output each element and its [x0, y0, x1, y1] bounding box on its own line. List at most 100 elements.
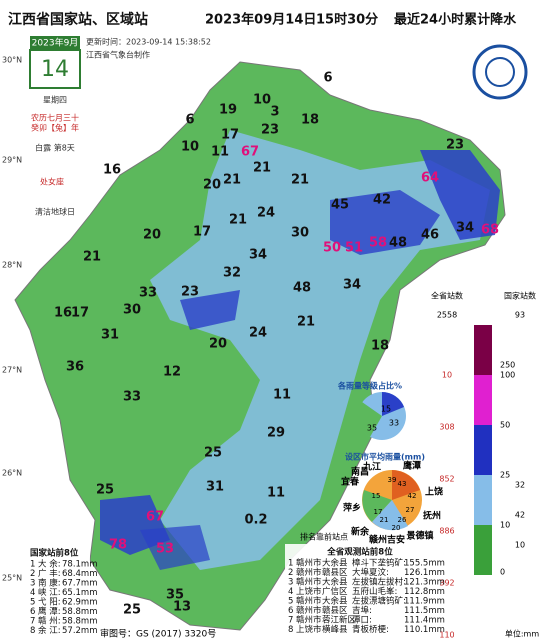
weekday: 星期四: [43, 96, 67, 105]
table-cell: 赣州市: [296, 567, 322, 578]
table-cell: 鹰 潭:: [38, 606, 61, 617]
station-value: 48: [293, 281, 311, 296]
table-cell: 7: [30, 617, 35, 627]
logo: [485, 57, 515, 87]
legend-threshold: 50: [500, 421, 510, 430]
station-value: 25: [96, 483, 114, 498]
table-cell: 58.8mm: [62, 607, 98, 617]
table-cell: 111.4mm: [404, 616, 445, 626]
pie-city: 景德镇: [406, 530, 433, 542]
calendar-day: 14: [41, 57, 69, 82]
station-value: 34: [249, 248, 267, 263]
table-cell: 4: [30, 588, 35, 598]
station-value: 20: [209, 337, 227, 352]
pie-city: 鹰潭: [403, 460, 421, 472]
festival: 清洁地球日: [35, 207, 75, 217]
legend-head: 全省站数: [431, 291, 463, 301]
table-cell: 吉埠:: [352, 605, 372, 616]
table-cell: 广信区: [322, 586, 348, 597]
station-value: 11: [211, 145, 229, 160]
station-value: 21: [297, 315, 315, 330]
station-value: 33: [123, 390, 141, 405]
pie-slice: [392, 470, 420, 500]
station-value: 31: [206, 480, 224, 495]
lunar-year: 癸卯【兔】年: [31, 123, 79, 133]
station-value: 21: [223, 173, 241, 188]
pie-city: 抚州: [423, 510, 441, 522]
latitude: 25°N: [2, 574, 22, 583]
pie-value: 35: [367, 424, 377, 433]
station-value: 21: [229, 213, 247, 228]
table-cell: 121.3mm: [404, 578, 445, 588]
pie-city: 九江: [362, 461, 381, 473]
pie-city: 上饶: [425, 486, 443, 498]
pie-slice: [382, 392, 404, 416]
legend-count: 852: [439, 475, 454, 484]
pie-city: 宜春: [341, 476, 360, 488]
legend-threshold: 10: [500, 521, 510, 530]
table-cell: 67.7mm: [62, 579, 98, 589]
heavy-rain: [140, 525, 210, 570]
table-cell: 赣州市: [296, 615, 322, 626]
station-value: 30: [291, 226, 309, 241]
pie-value: 15: [372, 492, 381, 500]
table-cell: 4: [288, 587, 293, 597]
station-value: 11: [267, 486, 285, 501]
table-cell: 大 余:: [38, 559, 61, 570]
legend-count: 10: [515, 541, 525, 550]
pie-value: 21: [380, 516, 389, 524]
latitude: 28°N: [2, 261, 22, 270]
pie-labels: 15 33 35: [367, 405, 399, 433]
time: 15时30分: [316, 12, 378, 28]
legend-swatch: [474, 425, 492, 475]
station-value: 20: [143, 228, 161, 243]
station-value: 16: [54, 306, 72, 321]
calendar-month: 2023年9月: [32, 37, 79, 49]
legend-threshold: 250: [500, 361, 515, 370]
station-value: 36: [66, 360, 84, 375]
table-cell: 青板桥梗:: [352, 624, 389, 635]
station-value: 23: [181, 285, 199, 300]
station-value: 0.2: [244, 513, 267, 528]
station-value: 17: [193, 225, 211, 240]
table-cell: 5: [30, 598, 35, 608]
station-value: 51: [345, 241, 363, 256]
station-value: 3: [270, 105, 279, 120]
latitude: 27°N: [2, 366, 22, 375]
station-value: 24: [249, 326, 267, 341]
table-cell: 111.9mm: [404, 597, 445, 607]
table-cell: 7: [288, 616, 293, 626]
legend-threshold: 25: [500, 471, 510, 480]
subtitle: 最近24小时累计降水: [394, 12, 517, 28]
pie-slice: [372, 500, 408, 531]
table-cell: 6: [288, 606, 293, 616]
station-value: 25: [204, 446, 222, 461]
table-cell: 左拔镇左拔村:: [352, 577, 406, 588]
table-cell: 赣州市: [296, 558, 322, 569]
table-title: 国家站前8位: [30, 548, 79, 559]
table-cell: 赣州市: [296, 577, 322, 588]
pie-value: 27: [406, 506, 415, 514]
station-value: 6: [185, 113, 194, 128]
table-cell: 126.1mm: [404, 568, 445, 578]
table-title: 全省观测站前8位: [326, 547, 393, 558]
station-value: 18: [371, 339, 389, 354]
station-value: 21: [83, 250, 101, 265]
pie-value: 20: [392, 524, 401, 532]
station-value: 67: [146, 510, 164, 525]
station-value: 18: [301, 113, 319, 128]
pie-value: 15: [381, 405, 391, 414]
station-value: 21: [291, 173, 309, 188]
table-cell: 广 丰:: [38, 568, 61, 579]
solar-term: 白露 第8天: [35, 143, 75, 153]
station-value: 53: [156, 542, 174, 557]
station-value: 29: [267, 426, 285, 441]
legend-swatch: [474, 475, 492, 525]
latitude: 29°N: [2, 156, 22, 165]
station-value: 34: [343, 278, 361, 293]
station-value: 16: [103, 163, 121, 178]
station-value: 78: [109, 538, 127, 553]
